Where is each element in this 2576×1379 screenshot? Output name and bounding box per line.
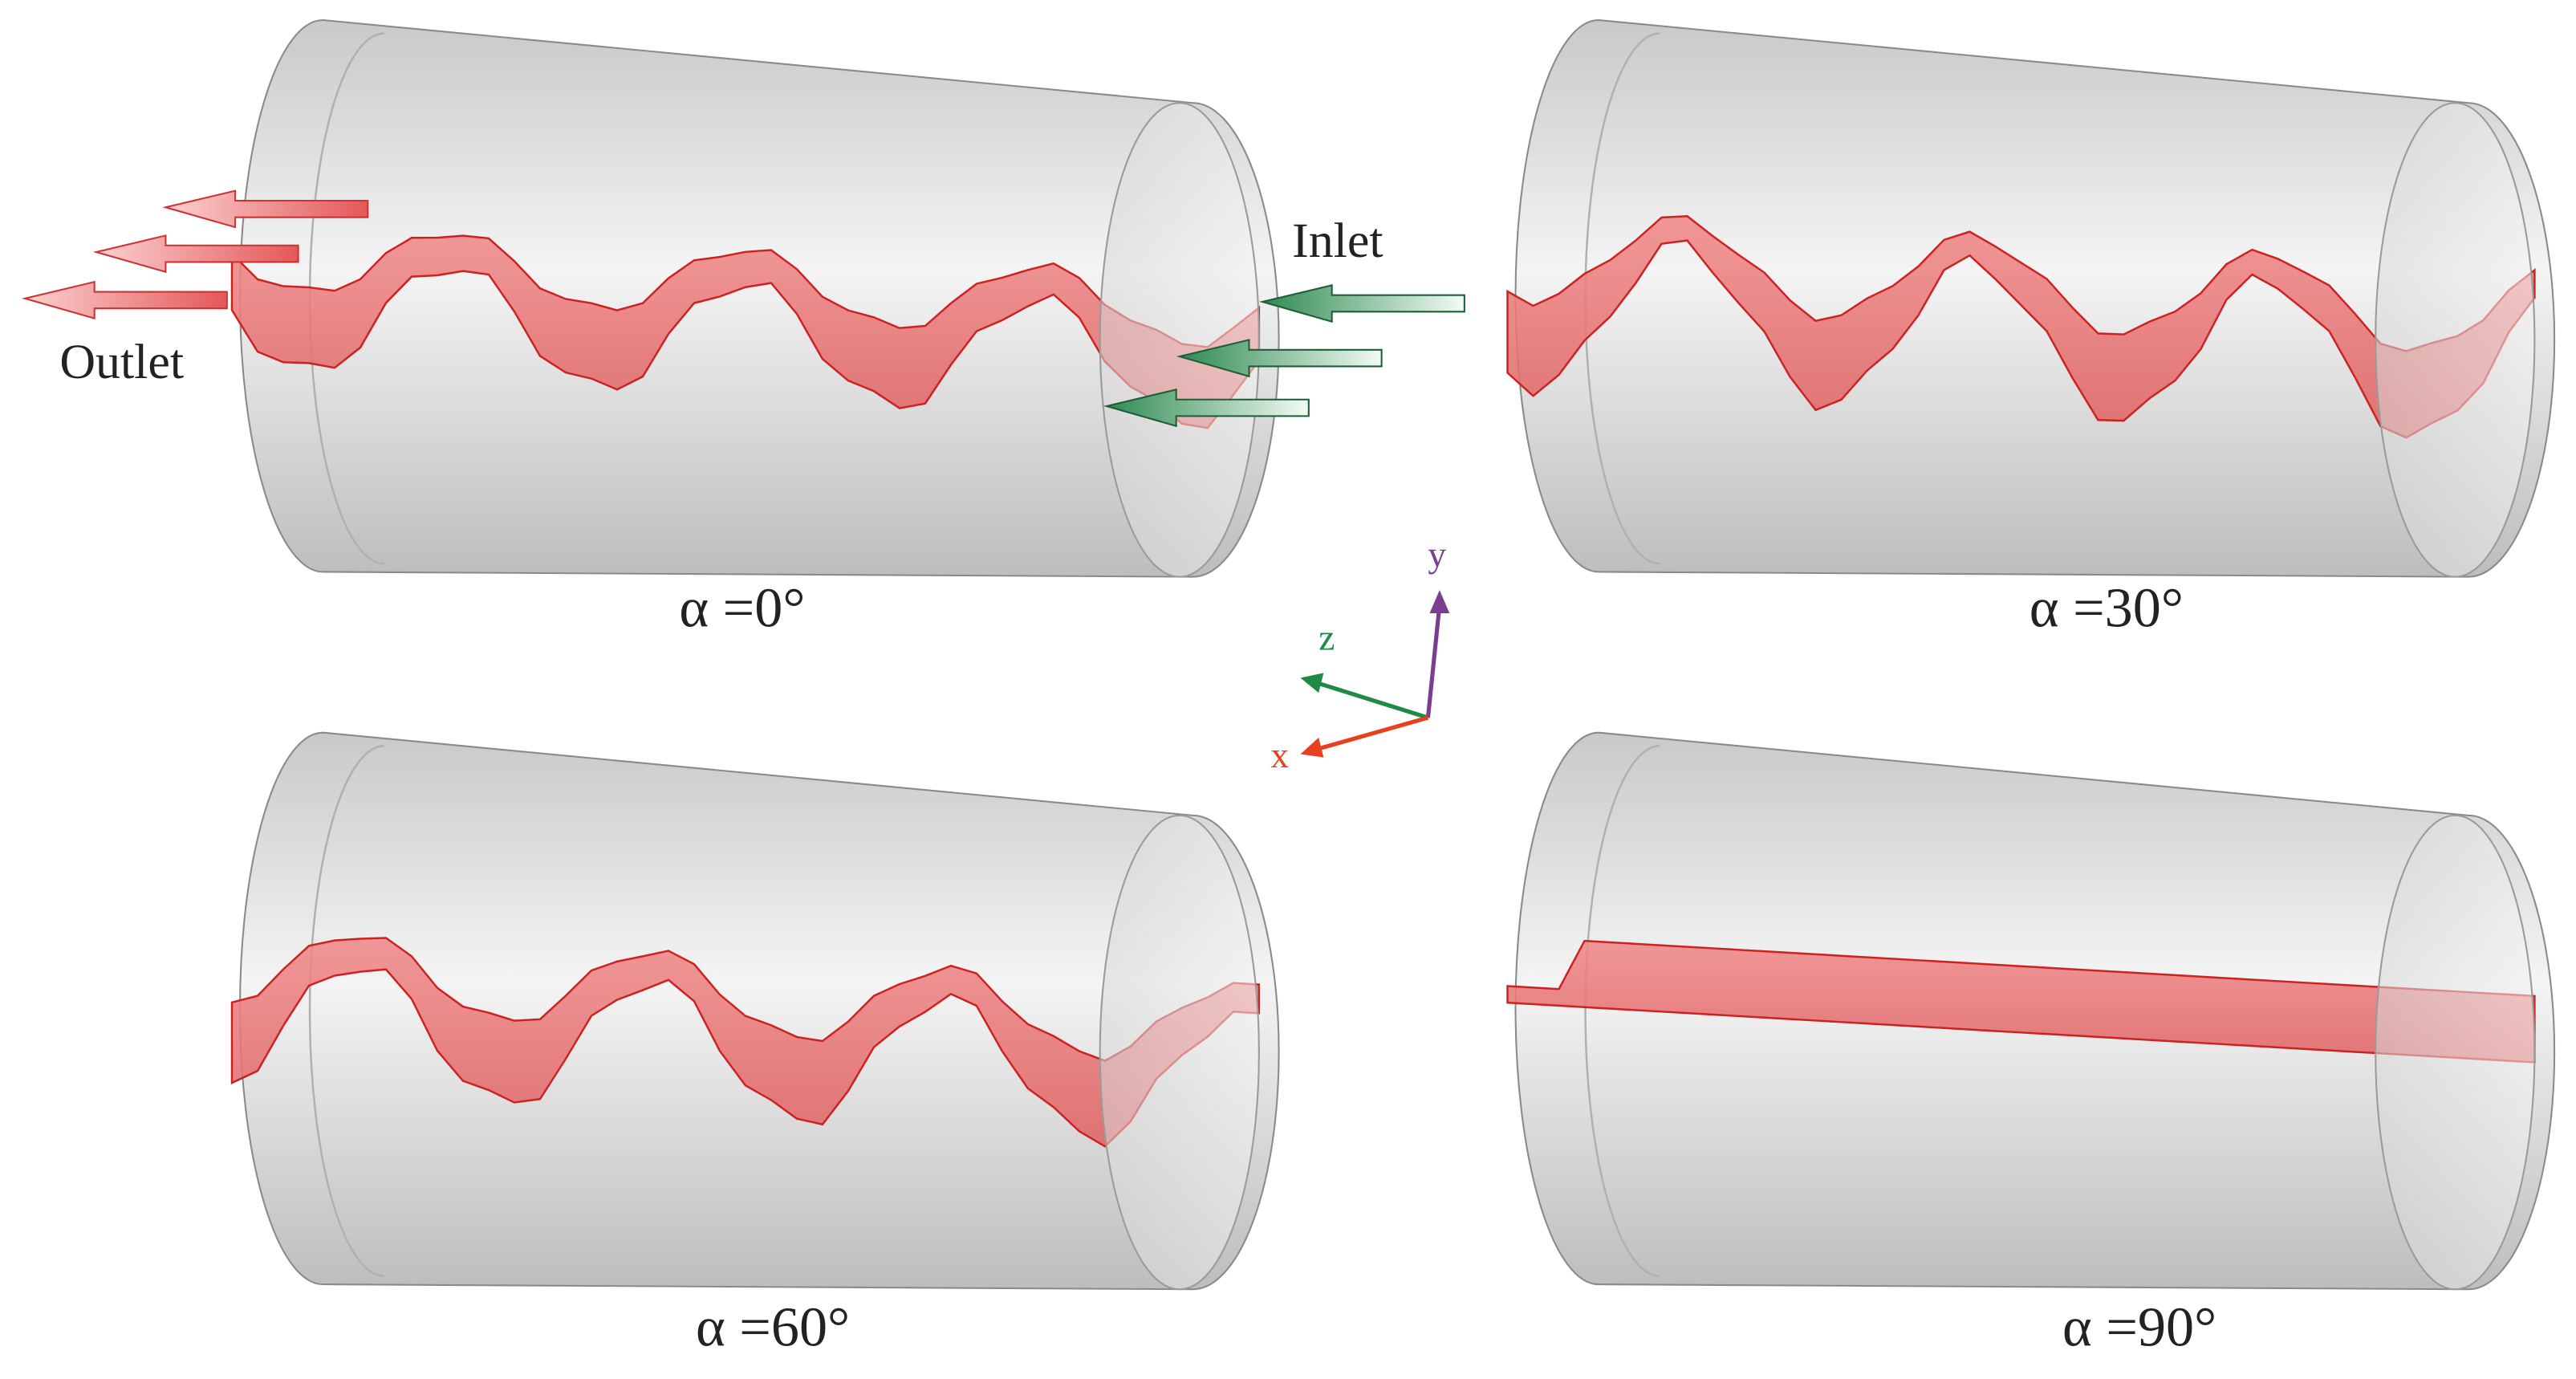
inlet-arrow: [1258, 284, 1465, 323]
cylinder-right-cap: [1099, 814, 1260, 1291]
cylinder-left-edge: [1584, 744, 1660, 1278]
panels: α =0° α =30° α =60° α =90°: [230, 18, 2556, 1358]
cylinder-body: [238, 731, 1280, 1291]
panel: α =0°: [230, 18, 1280, 640]
panel-caption: α =60°: [696, 1296, 850, 1358]
x-axis: [1316, 715, 1429, 751]
z-arrowhead: [1300, 673, 1324, 694]
fracture-surface: [230, 937, 1261, 1148]
x-arrowhead: [1300, 737, 1324, 758]
panel: α =60°: [230, 731, 1280, 1358]
inlet-arrow: [1103, 388, 1310, 428]
outlet-label: Outlet: [59, 335, 184, 389]
y-arrowhead: [1429, 590, 1450, 614]
z-label: z: [1318, 617, 1335, 657]
panel-caption: α =30°: [2030, 577, 2184, 640]
panel-caption: α =90°: [2062, 1296, 2216, 1358]
x-label: x: [1270, 735, 1289, 775]
cylinder-right-cap: [2375, 102, 2536, 578]
outlet-arrow: [21, 280, 228, 319]
panel-caption: α =0°: [679, 577, 805, 640]
outlet-arrow: [92, 234, 299, 274]
fracture-surface: [1506, 215, 2536, 439]
axes-triad: y z x: [1270, 535, 1450, 775]
flow-arrows: Outlet Inlet: [21, 189, 1465, 428]
panel: α =30°: [1506, 18, 2556, 640]
y-label: y: [1428, 535, 1446, 575]
cylinder-body: [238, 18, 1280, 578]
z-axis: [1316, 681, 1429, 720]
inlet-label: Inlet: [1292, 214, 1383, 268]
inlet-arrow: [1176, 339, 1383, 378]
cylinder-left-edge: [308, 744, 384, 1278]
cylinder-right-cap: [2375, 814, 2536, 1291]
panel: α =90°: [1506, 731, 2556, 1358]
outlet-arrow: [162, 189, 369, 229]
cylinder-right-cap: [1099, 102, 1260, 578]
y-axis: [1425, 604, 1442, 718]
